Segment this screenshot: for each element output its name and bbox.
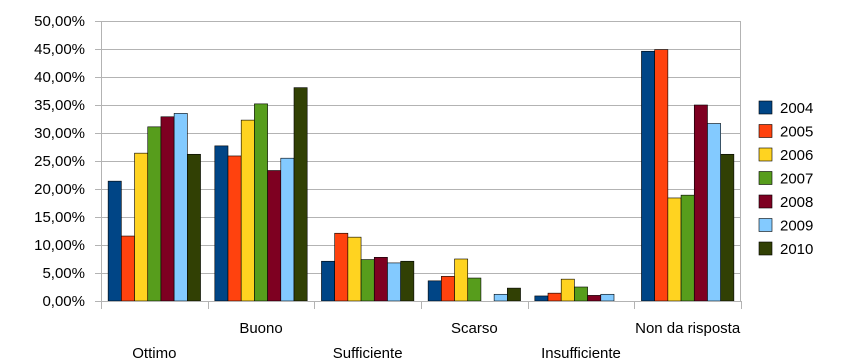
y-tick-label: 30,00% xyxy=(34,125,85,142)
bar-2006-buono xyxy=(240,119,255,302)
bar-2008-insufficiente xyxy=(587,295,602,302)
legend-label: 2005 xyxy=(780,124,813,141)
bar-2009-scarso xyxy=(493,293,508,302)
legend-label: 2008 xyxy=(780,194,813,211)
y-tick-label: 35,00% xyxy=(34,97,85,114)
bar-2005-sufficiente xyxy=(334,232,349,302)
bar-2009-sufficiente xyxy=(387,262,401,302)
legend-swatch-2005 xyxy=(758,124,773,138)
bars xyxy=(107,49,735,302)
bar-2009-buono xyxy=(280,157,295,302)
legend-swatch-2008 xyxy=(758,194,773,209)
bar-2008-buono xyxy=(267,170,282,302)
bar-2010-buono xyxy=(293,87,308,302)
x-tick-label: Buono xyxy=(239,320,282,337)
bar-2009-ottimo xyxy=(173,113,188,302)
bar-2005-insufficiente xyxy=(547,292,562,302)
bar-2004-sufficiente xyxy=(321,260,335,302)
y-tick-label: 20,00% xyxy=(34,181,85,198)
legend: 2004 2005 2006 2007 2008 2009 2010 xyxy=(758,100,813,258)
bar-2006-non-da-risposta xyxy=(667,197,682,302)
bar-2005-scarso xyxy=(441,276,455,302)
legend-swatch-2010 xyxy=(758,241,773,256)
x-tick-label: Insufficiente xyxy=(541,345,621,360)
legend-label: 2010 xyxy=(780,241,813,258)
bar-2004-buono xyxy=(214,145,229,302)
bar-2005-buono xyxy=(227,155,242,302)
bar-2004-non-da-risposta xyxy=(641,50,655,302)
bar-2010-scarso xyxy=(507,287,521,302)
bar-2006-scarso xyxy=(454,258,469,302)
y-tick-label: 45,00% xyxy=(34,41,85,58)
bar-2010-sufficiente xyxy=(400,260,415,302)
x-tick-label: Ottimo xyxy=(132,345,176,360)
bar-2007-buono xyxy=(254,103,268,302)
bar-2009-insufficiente xyxy=(600,293,615,302)
bar-2005-ottimo xyxy=(121,235,135,302)
bar-2007-scarso xyxy=(467,277,482,302)
bar-2006-sufficiente xyxy=(347,236,362,302)
bar-2008-non-da-risposta xyxy=(693,104,708,302)
bar-2007-non-da-risposta xyxy=(680,194,695,302)
bar-2006-insufficiente xyxy=(560,278,575,302)
y-tick-label: 5,00% xyxy=(42,265,85,282)
x-tick-label: Sufficiente xyxy=(333,345,403,360)
x-tick-label: Non da risposta xyxy=(635,320,741,337)
bar-2008-ottimo xyxy=(160,116,175,302)
bar-2004-ottimo xyxy=(107,180,122,302)
gridlines xyxy=(101,21,741,302)
legend-label: 2006 xyxy=(780,147,813,164)
x-tick-label: Scarso xyxy=(451,320,498,337)
bar-2004-scarso xyxy=(427,280,442,302)
bar-2009-non-da-risposta xyxy=(707,123,721,302)
y-tick-label: 10,00% xyxy=(34,237,85,254)
legend-label: 2009 xyxy=(780,218,813,235)
bar-2007-sufficiente xyxy=(360,259,375,302)
bar-2008-sufficiente xyxy=(373,257,388,302)
bar-2005-non-da-risposta xyxy=(654,49,669,302)
y-tick-label: 25,00% xyxy=(34,153,85,170)
y-tick-label: 50,00% xyxy=(34,13,85,30)
legend-swatch-2009 xyxy=(758,218,773,232)
legend-swatch-2006 xyxy=(758,147,773,162)
y-tick-label: 0,00% xyxy=(42,293,85,310)
bar-2010-non-da-risposta xyxy=(720,153,735,302)
legend-swatch-2004 xyxy=(758,100,773,115)
bar-2007-ottimo xyxy=(147,126,162,302)
y-tick-labels: 0,00% 5,00% 10,00% 15,00% 20,00% 25,00% 30,00%… xyxy=(34,13,85,310)
y-tick-label: 15,00% xyxy=(34,209,85,226)
legend-label: 2007 xyxy=(780,171,813,188)
bar-2004-insufficiente xyxy=(534,295,549,302)
x-tick-labels: Ottimo Buono Sufficiente Scarso Insufficient… xyxy=(132,320,741,360)
legend-swatch-2007 xyxy=(758,171,773,185)
y-tick-label: 40,00% xyxy=(34,69,85,86)
bar-2007-insufficiente xyxy=(574,286,588,302)
bar-2010-ottimo xyxy=(187,153,201,302)
bar-2006-ottimo xyxy=(134,152,149,302)
axes xyxy=(95,21,742,309)
legend-label: 2004 xyxy=(780,100,813,117)
